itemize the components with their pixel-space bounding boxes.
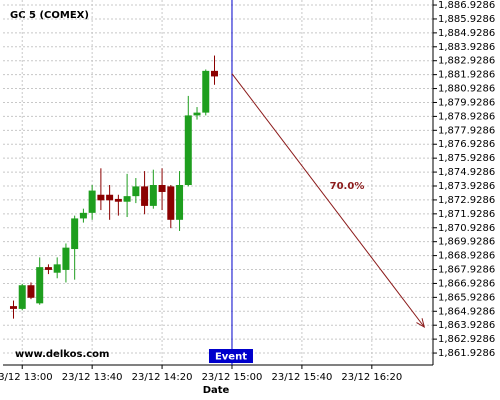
y-tick-label: 1,868.9286: [438, 251, 495, 262]
y-tick-label: 1,876.9286: [438, 139, 495, 150]
projection-label: 70.0%: [330, 181, 365, 192]
y-tick-label: 1,886.9286: [438, 0, 495, 11]
event-box: [208, 349, 253, 363]
event-label: Event: [215, 352, 247, 363]
y-tick-label: 1,871.9286: [438, 209, 495, 220]
y-tick-label: 1,861.9286: [438, 348, 495, 359]
candle-body: [106, 194, 114, 201]
y-tick-label: 1,864.9286: [438, 306, 495, 317]
candle-body: [202, 70, 210, 113]
y-tick-label: 1,869.9286: [438, 237, 495, 248]
y-tick-label: 1,873.9286: [438, 181, 495, 192]
y-tick-label: 1,870.9286: [438, 223, 495, 234]
y-tick-label: 1,867.9286: [438, 265, 495, 276]
candle-body: [53, 264, 61, 273]
candle-body: [36, 267, 44, 304]
y-tick-label: 1,862.9286: [438, 334, 495, 345]
candle-body: [176, 185, 184, 220]
y-tick-label: 1,866.9286: [438, 278, 495, 289]
candle-body: [27, 285, 35, 298]
x-tick-label: 23/12 15:40: [271, 372, 332, 383]
candle-body: [211, 70, 219, 77]
candle-body: [62, 247, 70, 270]
candle-body: [18, 285, 26, 309]
x-tick-label: 23/12 13:40: [62, 372, 123, 383]
y-tick-label: 1,884.9286: [438, 28, 495, 39]
y-tick-label: 1,872.9286: [438, 195, 495, 206]
candle-body: [149, 185, 157, 206]
y-tick-label: 1,878.9286: [438, 111, 495, 122]
candle-body: [114, 198, 122, 202]
y-tick-label: 1,882.9286: [438, 56, 495, 67]
candle-body: [123, 196, 131, 202]
y-tick-label: 1,880.9286: [438, 84, 495, 95]
candle-body: [44, 267, 52, 270]
y-tick-label: 1,874.9286: [438, 167, 495, 178]
arrow-head: [416, 318, 426, 329]
x-tick-label: 23/12 14:20: [132, 372, 193, 383]
y-tick-label: 1,885.9286: [438, 14, 495, 25]
candle-body: [79, 212, 87, 219]
x-tick-label: 23/12 15:00: [202, 372, 263, 383]
candle-body: [141, 186, 149, 206]
y-tick-label: 1,879.9286: [438, 97, 495, 108]
candle-body: [193, 112, 201, 116]
candle-body: [9, 306, 17, 309]
watermark: www.delkos.com: [15, 349, 109, 360]
candle-body: [184, 115, 192, 186]
candle-body: [158, 185, 166, 192]
candle-body: [167, 186, 175, 220]
candle-body: [132, 186, 140, 197]
x-axis-label: Date: [203, 385, 230, 396]
chart-title: GC 5 (COMEX): [10, 10, 89, 21]
y-tick-label: 1,863.9286: [438, 320, 495, 331]
y-tick-label: 1,881.9286: [438, 70, 495, 81]
y-tick-label: 1,865.9286: [438, 292, 495, 303]
candle-body: [88, 190, 96, 213]
y-tick-label: 1,877.9286: [438, 125, 495, 136]
x-tick-label: 23/12 13:00: [0, 372, 53, 383]
y-tick-label: 1,883.9286: [438, 42, 495, 53]
y-tick-label: 1,875.9286: [438, 153, 495, 164]
projection-arrow: [231, 73, 425, 328]
x-tick-label: 23/12 16:20: [341, 372, 402, 383]
candle-body: [71, 218, 79, 250]
candle-body: [97, 194, 105, 201]
